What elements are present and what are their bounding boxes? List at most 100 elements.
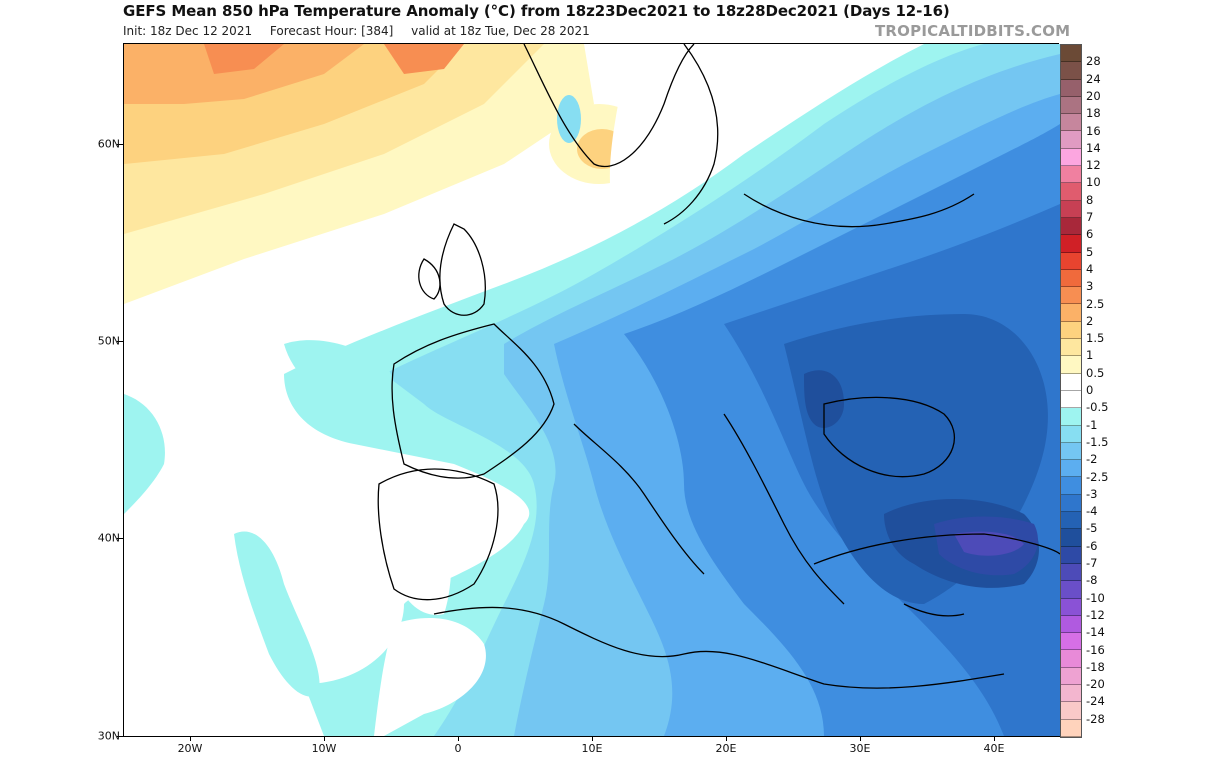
- colorbar-swatch: [1061, 563, 1081, 582]
- colorbar-label: 20: [1086, 88, 1101, 103]
- colorbar-swatch: [1061, 529, 1081, 547]
- colorbar-swatch: [1061, 131, 1081, 149]
- colorbar-swatch: [1061, 633, 1081, 651]
- colorbar-swatch: [1061, 390, 1081, 409]
- lon-label-20e: 20E: [715, 742, 737, 755]
- colorbar-swatch: [1061, 269, 1081, 288]
- lat-label-40n: 40N: [97, 531, 120, 545]
- colorbar-label: -2: [1086, 452, 1098, 467]
- colorbar-swatch: [1061, 96, 1081, 115]
- colorbar-label: -4: [1086, 504, 1098, 519]
- colorbar-swatch: [1061, 667, 1081, 685]
- colorbar-label: 8: [1086, 192, 1094, 207]
- colorbar-swatch: [1061, 581, 1081, 599]
- lon-tick-0: [458, 736, 459, 741]
- colorbar-swatch: [1061, 321, 1081, 340]
- colorbar-label: -16: [1086, 642, 1105, 657]
- colorbar-label: 1.5: [1086, 331, 1105, 346]
- colorbar-swatch: [1061, 148, 1081, 167]
- colorbar-label: -24: [1086, 694, 1105, 709]
- header-divider: [123, 43, 1059, 44]
- colorbar-swatch: [1061, 615, 1081, 634]
- valid-time: valid at 18z Tue, Dec 28 2021: [411, 24, 590, 38]
- lon-tick-10e: [592, 736, 593, 741]
- colorbar-swatch: [1061, 287, 1081, 305]
- colorbar-label: 0.5: [1086, 365, 1105, 380]
- colorbar-swatch: [1061, 45, 1081, 63]
- colorbar-swatch: [1061, 598, 1081, 616]
- colorbar-label: 2.5: [1086, 296, 1105, 311]
- lat-label-60n: 60N: [97, 137, 120, 151]
- lon-label-10e: 10E: [581, 742, 603, 755]
- lon-tick-40e: [994, 736, 995, 741]
- colorbar-swatch: [1061, 200, 1081, 218]
- colorbar-swatch: [1061, 114, 1081, 132]
- lon-tick-10w: [324, 736, 325, 741]
- colorbar-swatch: [1061, 408, 1081, 426]
- colorbar-label: 28: [1086, 54, 1101, 69]
- colorbar-swatch: [1061, 477, 1081, 495]
- colorbar-label: -0.5: [1086, 400, 1109, 415]
- colorbar-swatch: [1061, 217, 1081, 236]
- lon-tick-20w: [190, 736, 191, 741]
- colorbar-label: -3: [1086, 486, 1098, 501]
- colorbar-label: -18: [1086, 659, 1105, 674]
- map-subtitle: Init: 18z Dec 12 2021 Forecast Hour: [38…: [123, 24, 604, 38]
- lat-label-30n: 30N: [97, 729, 120, 743]
- colorbar-swatch: [1061, 183, 1081, 201]
- colorbar-label: 10: [1086, 175, 1101, 190]
- colorbar-swatch: [1061, 252, 1081, 270]
- colorbar-label: -12: [1086, 607, 1105, 622]
- colorbar-label: 7: [1086, 210, 1094, 224]
- colorbar-label: 3: [1086, 279, 1094, 294]
- colorbar-swatch: [1061, 62, 1081, 80]
- colorbar-label: 16: [1086, 123, 1101, 138]
- colorbar-swatch: [1061, 546, 1081, 564]
- anomaly-map: [123, 44, 1060, 737]
- colorbar-label: 1: [1086, 348, 1094, 363]
- colorbar-swatch: [1061, 373, 1081, 391]
- colorbar-swatch: [1061, 235, 1081, 253]
- colorbar-label: 24: [1086, 71, 1101, 86]
- colorbar-label: -10: [1086, 590, 1105, 605]
- lat-tick-60n: [117, 144, 123, 145]
- colorbar-label: -7: [1086, 556, 1098, 570]
- lon-tick-30e: [860, 736, 861, 741]
- colorbar-label: -8: [1086, 573, 1098, 588]
- anomaly-field: [124, 44, 1060, 736]
- colorbar-swatch: [1061, 702, 1081, 720]
- colorbar-swatch: [1061, 460, 1081, 478]
- colorbar-label: 18: [1086, 106, 1101, 121]
- lon-label-30e: 30E: [849, 742, 871, 755]
- colorbar-swatch: [1061, 684, 1081, 703]
- colorbar-label: -6: [1086, 538, 1098, 553]
- colorbar-swatch: [1061, 512, 1081, 530]
- colorbar-label: 12: [1086, 158, 1101, 173]
- colorbar-swatch: [1061, 356, 1081, 374]
- lon-label-40e: 40E: [983, 742, 1005, 755]
- init-time: Init: 18z Dec 12 2021: [123, 24, 253, 38]
- colorbar-swatch: [1061, 719, 1081, 737]
- colorbar-label: -1: [1086, 417, 1098, 432]
- colorbar-swatch: [1061, 494, 1081, 513]
- colorbar-swatch: [1061, 79, 1081, 97]
- colorbar-label: 14: [1086, 140, 1101, 155]
- colorbar-label: -28: [1086, 711, 1105, 726]
- colorbar-label: -1.5: [1086, 434, 1109, 449]
- lon-tick-20e: [726, 736, 727, 741]
- lat-tick-30n: [117, 736, 123, 737]
- watermark: TROPICALTIDBITS.COM: [875, 22, 1071, 40]
- colorbar-swatch: [1061, 304, 1081, 322]
- lat-tick-40n: [117, 538, 123, 539]
- colorbar-label: 4: [1086, 261, 1094, 276]
- lat-label-50n: 50N: [97, 334, 120, 348]
- colorbar-label: -5: [1086, 521, 1098, 536]
- colorbar-label: 5: [1086, 244, 1094, 259]
- colorbar-swatch: [1061, 339, 1081, 357]
- coastlines: [377, 44, 1060, 689]
- colorbar-label: -14: [1086, 625, 1105, 640]
- colorbar-label: -20: [1086, 677, 1105, 692]
- forecast-hour: Forecast Hour: [384]: [269, 24, 394, 38]
- colorbar-swatch: [1061, 166, 1081, 184]
- lat-tick-50n: [117, 341, 123, 342]
